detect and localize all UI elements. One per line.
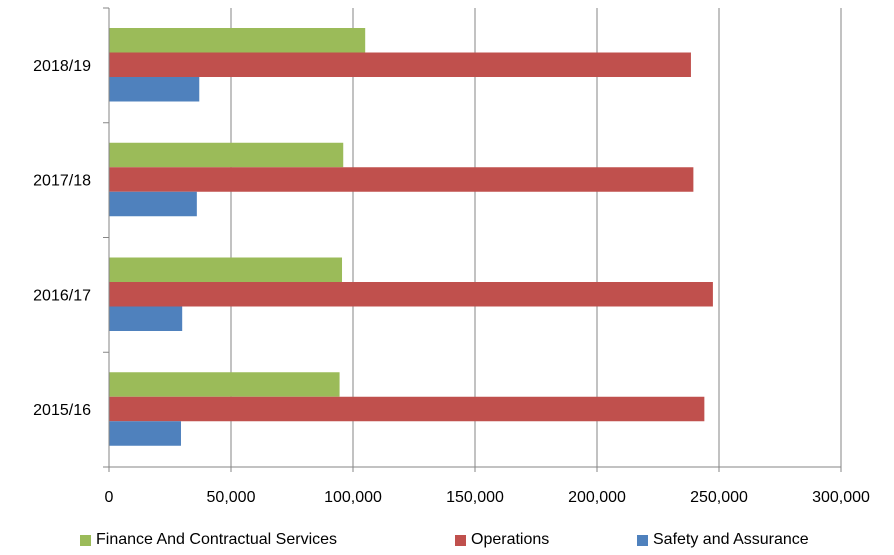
- legend-swatch-operations: [455, 534, 466, 546]
- x-tick-label: 50,000: [207, 489, 256, 506]
- legend-label-operations: Operations: [471, 531, 550, 548]
- legend-swatch-safety: [637, 534, 648, 546]
- bar: [109, 396, 705, 422]
- bar: [109, 142, 344, 168]
- bars: [109, 28, 713, 446]
- bar: [109, 421, 181, 446]
- bar: [109, 191, 197, 217]
- bar: [109, 306, 183, 331]
- legend-item-finance: Finance And Contractual Services: [80, 531, 337, 549]
- bar: [109, 282, 713, 307]
- y-axis-labels: 2018/19 2017/18 2016/17 2015/16: [33, 58, 91, 419]
- bar: [109, 77, 200, 102]
- x-axis-labels: 0 50,000 100,000 150,000 200,000 250,000 300,0…: [105, 489, 870, 506]
- legend-swatch-finance: [80, 534, 91, 546]
- y-tick-label: 2016/17: [33, 287, 91, 304]
- x-tick-label: 300,000: [812, 489, 870, 506]
- bar: [109, 28, 366, 53]
- bar: [109, 257, 343, 282]
- x-tick-label: 0: [105, 489, 114, 506]
- x-tick-label: 100,000: [324, 489, 382, 506]
- legend-label-finance: Finance And Contractual Services: [96, 531, 338, 548]
- x-tick-label: 150,000: [446, 489, 504, 506]
- legend-item-operations: Operations: [455, 531, 549, 549]
- x-tick-label: 200,000: [568, 489, 626, 506]
- bar: [109, 167, 694, 192]
- legend-item-safety: Safety and Assurance: [637, 531, 809, 549]
- legend: Finance And Contractual Services Operati…: [0, 531, 894, 555]
- bar: [109, 52, 691, 77]
- axes: [103, 7, 842, 472]
- y-tick-label: 2017/18: [33, 173, 91, 190]
- legend-label-safety: Safety and Assurance: [653, 531, 809, 548]
- x-tick-label: 250,000: [690, 489, 748, 506]
- y-tick-label: 2018/19: [33, 58, 91, 75]
- bar-chart: 2018/19 2017/18 2016/17 2015/16 0 50,000 100,…: [33, 7, 870, 506]
- y-tick-label: 2015/16: [33, 402, 91, 419]
- bar: [109, 372, 340, 397]
